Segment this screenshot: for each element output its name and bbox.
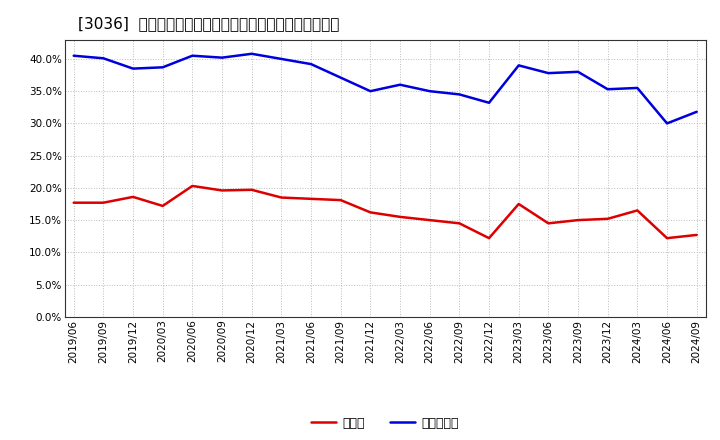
- Line: 現預金: 現預金: [73, 186, 697, 238]
- 有利子負債: [633, 85, 642, 91]
- Legend: 現預金, 有利子負債: 現預金, 有利子負債: [307, 412, 464, 435]
- 現預金: [662, 235, 671, 241]
- 有利子負債: [396, 82, 405, 88]
- 有利子負債: [99, 55, 108, 61]
- 現預金: [633, 208, 642, 213]
- 現預金: [158, 203, 167, 209]
- 有利子負債: [366, 88, 374, 94]
- 現預金: [693, 232, 701, 238]
- 有利子負債: [485, 100, 493, 106]
- 有利子負債: [217, 55, 226, 60]
- 有利子負債: [693, 109, 701, 114]
- Line: 有利子負債: 有利子負債: [73, 54, 697, 123]
- 現預金: [426, 217, 434, 223]
- 現預金: [396, 214, 405, 220]
- 現預金: [129, 194, 138, 199]
- 有利子負債: [277, 56, 286, 62]
- 有利子負債: [188, 53, 197, 59]
- 現預金: [99, 200, 108, 205]
- 有利子負債: [69, 53, 78, 59]
- 有利子負債: [336, 75, 345, 80]
- 有利子負債: [129, 66, 138, 71]
- 有利子負債: [514, 63, 523, 68]
- 有利子負債: [455, 92, 464, 97]
- 有利子負債: [158, 65, 167, 70]
- 現預金: [574, 217, 582, 223]
- 有利子負債: [603, 87, 612, 92]
- 現預金: [217, 188, 226, 193]
- 現預金: [69, 200, 78, 205]
- 現預金: [514, 202, 523, 207]
- 現預金: [366, 210, 374, 215]
- 有利子負債: [426, 88, 434, 94]
- Text: [3036]  現預金、有利子負債の総資産に対する比率の推移: [3036] 現預金、有利子負債の総資産に対する比率の推移: [78, 16, 339, 32]
- 有利子負債: [662, 121, 671, 126]
- 有利子負債: [307, 62, 315, 67]
- 有利子負債: [544, 70, 553, 76]
- 現預金: [544, 221, 553, 226]
- 現預金: [485, 235, 493, 241]
- 現預金: [248, 187, 256, 192]
- 現預金: [188, 183, 197, 189]
- 現預金: [603, 216, 612, 221]
- 現預金: [307, 196, 315, 202]
- 現預金: [455, 221, 464, 226]
- 現預金: [336, 198, 345, 203]
- 有利子負債: [574, 69, 582, 74]
- 有利子負債: [248, 51, 256, 56]
- 現預金: [277, 195, 286, 200]
